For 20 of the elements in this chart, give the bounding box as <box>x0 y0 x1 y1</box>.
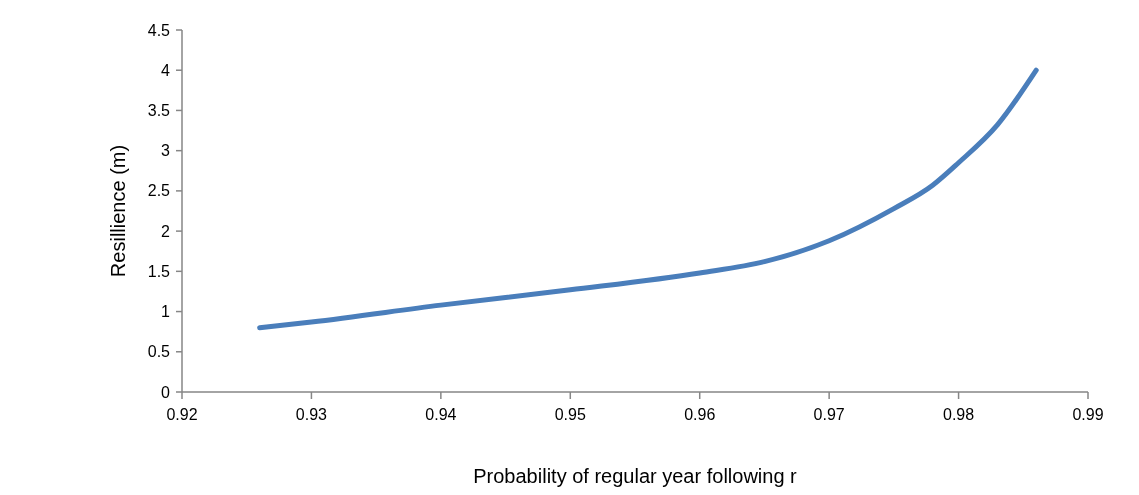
x-tick-label: 0.93 <box>295 406 328 423</box>
y-tick-label: 0.5 <box>147 343 171 361</box>
y-tick-label: 1 <box>161 303 171 321</box>
y-axis-title: Resillience (m) <box>107 144 129 278</box>
x-tick-label: 0.95 <box>554 406 586 423</box>
y-tick-label: 3 <box>161 142 171 160</box>
y-tick-label: 4 <box>161 61 171 79</box>
x-tick-label: 0.92 <box>166 406 198 423</box>
x-tick-label: 0.98 <box>943 406 975 423</box>
x-tick-label: 0.96 <box>684 406 716 423</box>
x-tick-label: 0.97 <box>813 406 845 423</box>
x-axis-title: Probability of regular year following r <box>473 465 798 487</box>
y-tick-label: 2 <box>161 222 171 240</box>
y-tick-label: 2.5 <box>147 182 171 200</box>
y-tick-label: 0 <box>161 383 171 401</box>
x-tick-label: 0.99 <box>1072 406 1104 423</box>
y-tick-label: 3.5 <box>147 102 171 120</box>
x-tick-label: 0.94 <box>425 406 457 423</box>
y-tick-label: 4.5 <box>147 21 171 39</box>
y-tick-label: 1.5 <box>147 262 171 280</box>
